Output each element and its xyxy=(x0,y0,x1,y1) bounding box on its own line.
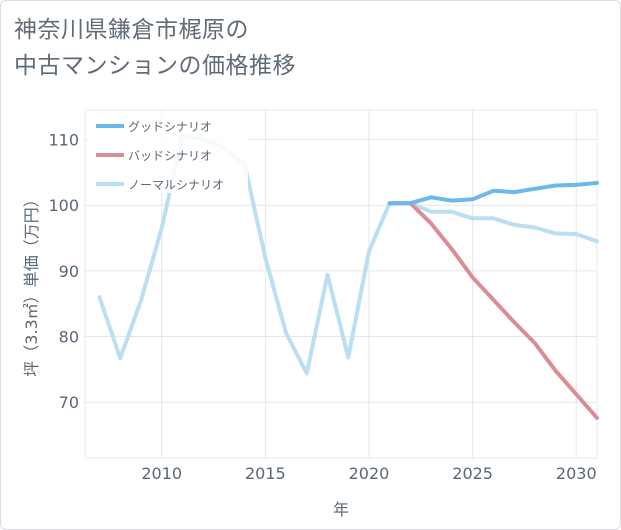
x-tick-label: 2015 xyxy=(245,464,286,483)
y-tick-label: 110 xyxy=(48,131,79,150)
legend-label: バッドシナリオ xyxy=(128,149,212,163)
legend-item-normal[interactable]: ノーマルシナリオ xyxy=(96,178,224,192)
plot-area xyxy=(84,109,598,459)
y-tick-label: 90 xyxy=(59,262,79,281)
x-tick-label: 2010 xyxy=(141,464,182,483)
y-tick-label: 80 xyxy=(59,328,79,347)
chart-title: 神奈川県鎌倉市梶原の 中古マンションの価格推移 xyxy=(14,12,574,84)
series-line-bad xyxy=(387,201,599,420)
y-axis-title: 坪（3.3㎡）単価（万円） xyxy=(22,191,41,376)
x-tick-label: 2030 xyxy=(556,464,597,483)
series-line-good xyxy=(387,180,599,206)
y-tick-label: 70 xyxy=(59,393,79,412)
legend-item-good[interactable]: グッドシナリオ xyxy=(96,120,212,134)
y-tick-label: 100 xyxy=(48,196,79,215)
legend-label: ノーマルシナリオ xyxy=(128,178,224,192)
chart-title-line-1: 神奈川県鎌倉市梶原の xyxy=(14,17,249,43)
axes: 2010 2015 2020 2025 2030 70 80 90 100 110 xyxy=(48,131,596,483)
legend-label: グッドシナリオ xyxy=(128,120,212,134)
x-tick-label: 2025 xyxy=(452,464,493,483)
chart-title-line-2: 中古マンションの価格推移 xyxy=(14,53,296,79)
legend-item-bad[interactable]: バッドシナリオ xyxy=(96,149,212,163)
x-tick-label: 2020 xyxy=(349,464,390,483)
x-axis-title: 年 xyxy=(333,500,349,519)
